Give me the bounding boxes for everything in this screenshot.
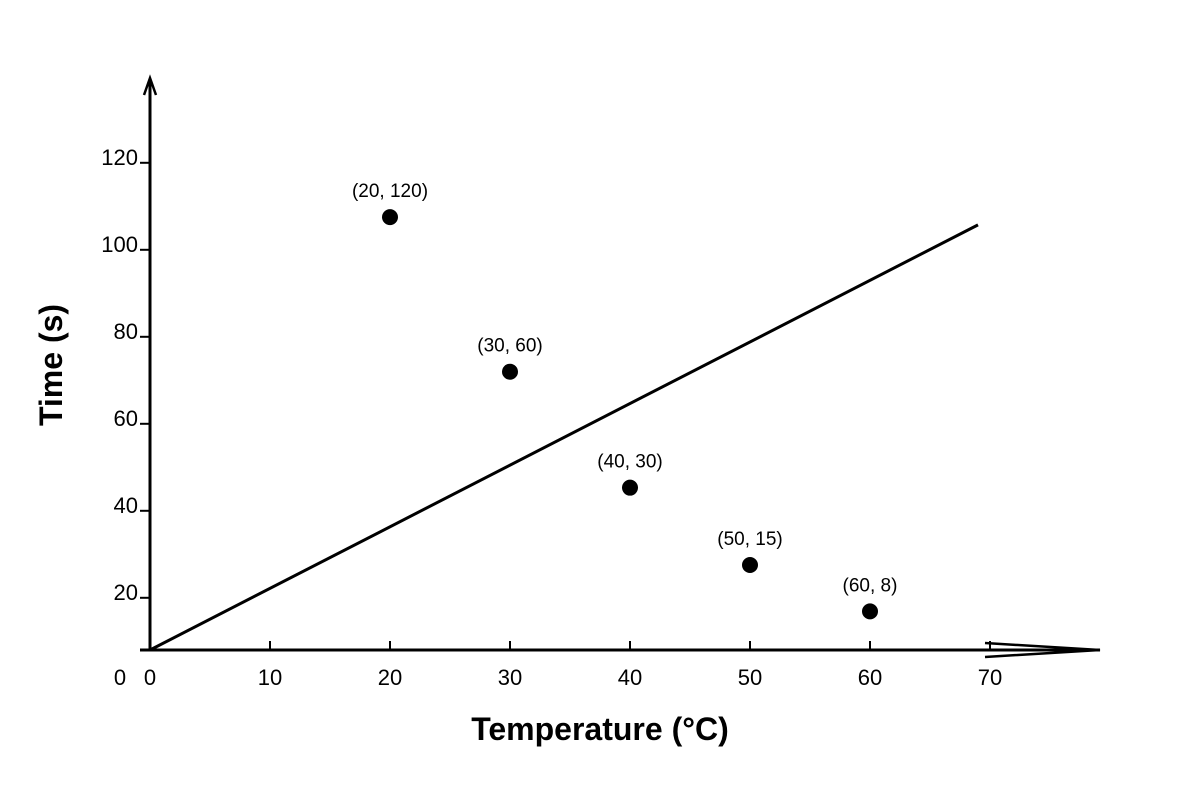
data-point (742, 556, 758, 573)
data-point-label: (20, 120) (352, 181, 428, 202)
y-axis-arrow (142, 74, 158, 96)
data-point-label: (60, 8) (843, 575, 898, 596)
axes (140, 74, 1101, 659)
x-tick-label: 50 (738, 665, 762, 690)
y-tick-label: 60 (114, 406, 138, 431)
x-tick-label: 40 (618, 665, 642, 690)
y-ticks: 20 40 60 80 100 120 (101, 145, 150, 605)
data-points: (20, 120) (30, 60) (40, 30) (50, 15) (60, 8) (352, 181, 898, 620)
data-point (622, 479, 638, 496)
x-axis-arrow (984, 641, 1101, 659)
x-tick-label: 70 (978, 665, 1002, 690)
data-point (862, 603, 878, 620)
y-axis-title: Time (s) (33, 304, 69, 426)
origin-label: 0 (114, 665, 126, 690)
trend-line (149, 223, 979, 652)
y-tick-label: 40 (114, 493, 138, 518)
x-tick-label: 20 (378, 665, 402, 690)
x-tick-label: 60 (858, 665, 882, 690)
y-tick-label: 80 (114, 319, 138, 344)
x-tick-label: 0 (144, 665, 156, 690)
data-point-label: (30, 60) (477, 336, 542, 357)
data-point-label: (40, 30) (597, 452, 662, 473)
y-tick-label: 120 (101, 145, 138, 170)
x-tick-label: 30 (498, 665, 522, 690)
x-axis-title: Temperature (°C) (471, 711, 729, 747)
data-point-label: (50, 15) (717, 529, 782, 550)
x-tick-label: 10 (258, 665, 282, 690)
y-tick-label: 20 (114, 580, 138, 605)
x-ticks: 0 10 20 30 40 50 60 70 (144, 641, 1002, 690)
data-point (382, 209, 398, 226)
y-tick-label: 100 (101, 232, 138, 257)
data-point (502, 363, 518, 380)
